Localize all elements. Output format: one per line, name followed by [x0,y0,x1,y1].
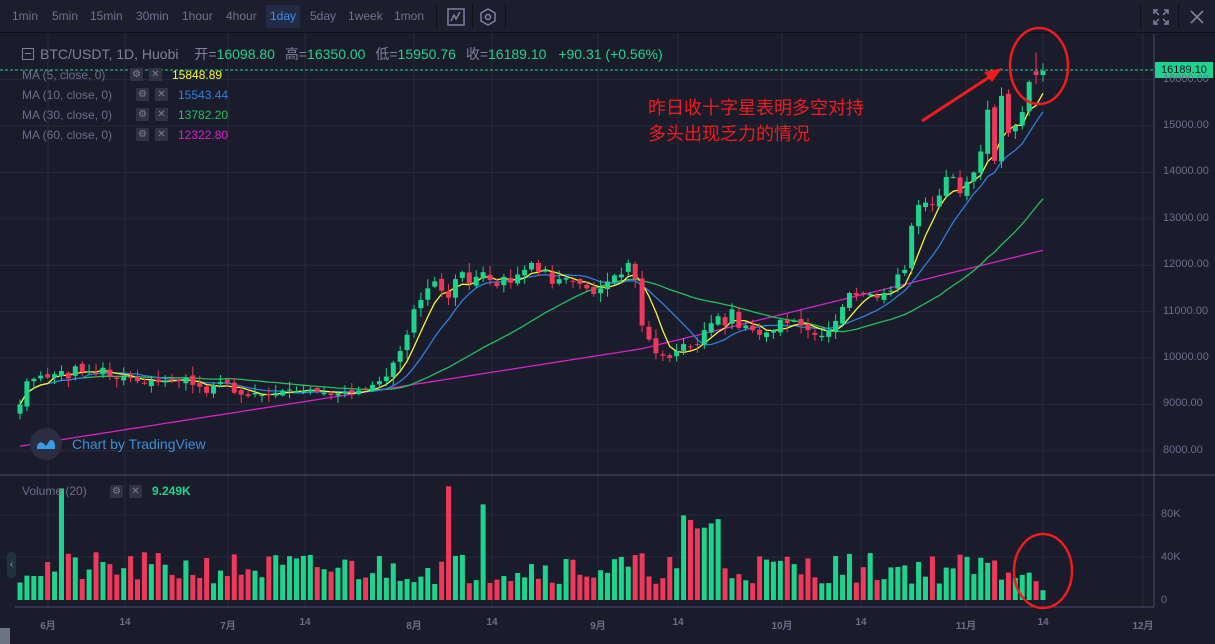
volume-tick: 40K [1161,551,1181,563]
time-tick: 14 [299,617,311,628]
timeframe-1week[interactable]: 1week [348,9,383,23]
high-value: 16350.00 [307,46,366,62]
ma5-legend: MA (5, close, 0) ⚙ ✕ 15848.89 [22,66,222,84]
ma60-legend: MA (60, close, 0) ⚙ ✕ 12322.80 [22,126,228,144]
high-label: 高= [284,46,308,62]
timeframe-1day[interactable]: 1day [266,5,301,28]
timeframe-4hour[interactable]: 4hour [226,9,257,23]
ma30-remove-icon[interactable]: ✕ [155,108,168,121]
collapse-panel-handle[interactable]: ‹ [7,552,16,578]
ma30-legend: MA (30, close, 0) ⚙ ✕ 13782.20 [22,106,228,124]
volume-tick: 0 [1161,594,1168,606]
chart-area[interactable] [0,33,1215,644]
time-tick: 14 [486,617,498,628]
ma5-settings-icon[interactable]: ⚙ [130,68,143,81]
time-tick: 14 [672,617,684,628]
volume-tick: 80K [1161,508,1181,520]
time-tick: 7月 [220,621,236,632]
ma10-legend: MA (10, close, 0) ⚙ ✕ 15543.44 [22,86,228,104]
price-tick: 15000.00 [1163,119,1209,131]
price-tick: 16000.00 [1163,72,1209,85]
price-tick: 12000.00 [1163,258,1209,271]
ma30-label: MA (30, close, 0) [22,108,113,122]
time-tick: 14 [1037,617,1049,628]
timeframe-5day[interactable]: 5day [310,9,337,23]
toolbar-separator [505,4,506,29]
close-icon[interactable] [1186,6,1208,28]
volume-value: 9.249K [152,484,191,498]
open-label: 开= [194,46,217,62]
change-value: +90.31 (+0.56%) [558,46,663,62]
toolbar-separator [472,4,473,29]
settings-hexagon-icon[interactable] [477,6,499,28]
left-scroll-indicator[interactable] [0,628,10,644]
time-tick: 8月 [406,621,422,632]
volume-legend: Volume (20) ⚙ ✕ 9.249K [22,484,191,498]
ma10-remove-icon[interactable]: ✕ [155,88,168,101]
indicator-icon[interactable] [445,6,467,28]
volume-settings-icon[interactable]: ⚙ [110,485,123,498]
ma5-value: 15848.89 [172,68,223,82]
ma10-settings-icon[interactable]: ⚙ [136,88,149,101]
ma10-value: 15543.44 [178,88,229,102]
annotation-line-1: 昨日收十字星表明多空对持 [648,98,864,118]
price-tick: 9000.00 [1163,397,1203,410]
tradingview-logo-icon [30,428,62,460]
time-tick: 12月 [1132,621,1154,632]
volume-label: Volume (20) [22,484,87,498]
toolbar: 1min 5min 15min 30min 1hour 4hour 1day 5day 1wee… [0,0,1215,33]
ma60-settings-icon[interactable]: ⚙ [136,128,149,141]
toolbar-separator [1140,4,1141,29]
price-tick: 14000.00 [1163,165,1209,178]
price-tick: 10000.00 [1163,351,1209,363]
timeframe-5min[interactable]: 5min [52,9,79,23]
ma60-remove-icon[interactable]: ✕ [155,128,168,141]
annotation-line-2: 多头出现乏力的情况 [648,124,810,144]
tradingview-watermark[interactable]: Chart by TradingView [30,428,206,460]
ma5-label: MA (5, close, 0) [22,68,106,82]
time-tick: 9月 [590,621,606,632]
price-tick: 11000.00 [1163,304,1209,317]
symbol-legend: BTC/USDT, 1D, Huobi 开=16098.80 高=16350.0… [22,44,663,64]
price-tick: 13000.00 [1163,211,1209,224]
last-price-tag: 16189.10 [1155,62,1213,78]
timeframe-1hour[interactable]: 1hour [182,9,213,23]
timeframe-30min[interactable]: 30min [136,9,169,23]
close-value: 16189.10 [488,46,547,62]
volume-remove-icon[interactable]: ✕ [129,485,142,498]
low-label: 低= [375,46,398,62]
ma60-value: 12322.80 [178,128,229,142]
close-label: 收= [465,46,489,62]
fullscreen-icon[interactable] [1150,6,1172,28]
annotation-text: 昨日收十字星表明多空对持 多头出现乏力的情况 [648,95,864,147]
timeframe-1min[interactable]: 1min [12,9,39,23]
time-tick: 6月 [40,621,56,632]
time-tick: 11月 [955,621,977,632]
ma30-value: 13782.20 [178,108,229,122]
watermark-text: Chart by TradingView [72,436,206,452]
toolbar-separator [436,4,437,29]
timeframe-1mon[interactable]: 1mon [394,9,425,23]
time-tick: 10月 [771,621,793,632]
ma60-label: MA (60, close, 0) [22,128,113,142]
ma10-label: MA (10, close, 0) [22,88,113,102]
time-tick: 14 [119,617,131,628]
symbol-name[interactable]: BTC/USDT, 1D, Huobi [40,46,179,62]
open-value: 16098.80 [216,46,275,62]
low-value: 15950.76 [397,46,456,62]
ma30-settings-icon[interactable]: ⚙ [136,108,149,121]
toolbar-separator [1178,4,1179,29]
price-tick: 8000.00 [1163,443,1203,456]
collapse-icon[interactable] [22,48,34,60]
time-tick: 14 [855,617,867,628]
timeframe-15min[interactable]: 15min [90,9,123,23]
ma5-remove-icon[interactable]: ✕ [149,68,162,81]
